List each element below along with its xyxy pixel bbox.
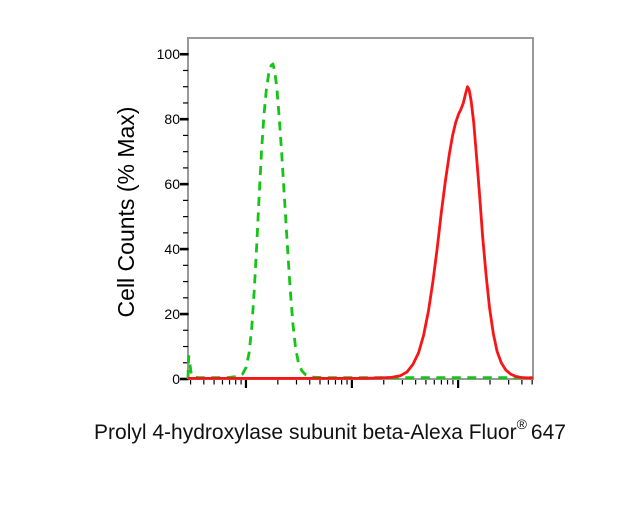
y-axis-title: Cell Counts (% Max): [113, 106, 139, 318]
y-axis-tick-label: 40: [164, 241, 180, 258]
registered-trademark-symbol: ®: [516, 416, 527, 432]
y-axis-tick-label: 0: [172, 371, 180, 387]
x-axis-title-main: Prolyl 4-hydroxylase subunit beta-Alexa …: [94, 421, 517, 444]
y-axis-tick-label: 100: [156, 46, 180, 63]
x-axis-title: Prolyl 4-hydroxylase subunit beta-Alexa …: [20, 416, 640, 445]
x-axis-title-suffix: 647: [530, 421, 566, 444]
y-axis-tick-label: 60: [164, 176, 180, 193]
red-solid-curve: [188, 85, 534, 380]
y-axis-tick-label: 80: [164, 111, 180, 128]
y-axis-tick-label: 20: [164, 306, 180, 323]
